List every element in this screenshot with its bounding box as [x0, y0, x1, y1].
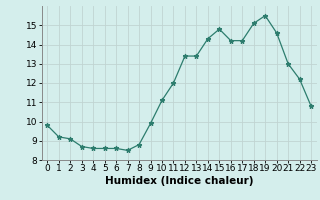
X-axis label: Humidex (Indice chaleur): Humidex (Indice chaleur)	[105, 176, 253, 186]
